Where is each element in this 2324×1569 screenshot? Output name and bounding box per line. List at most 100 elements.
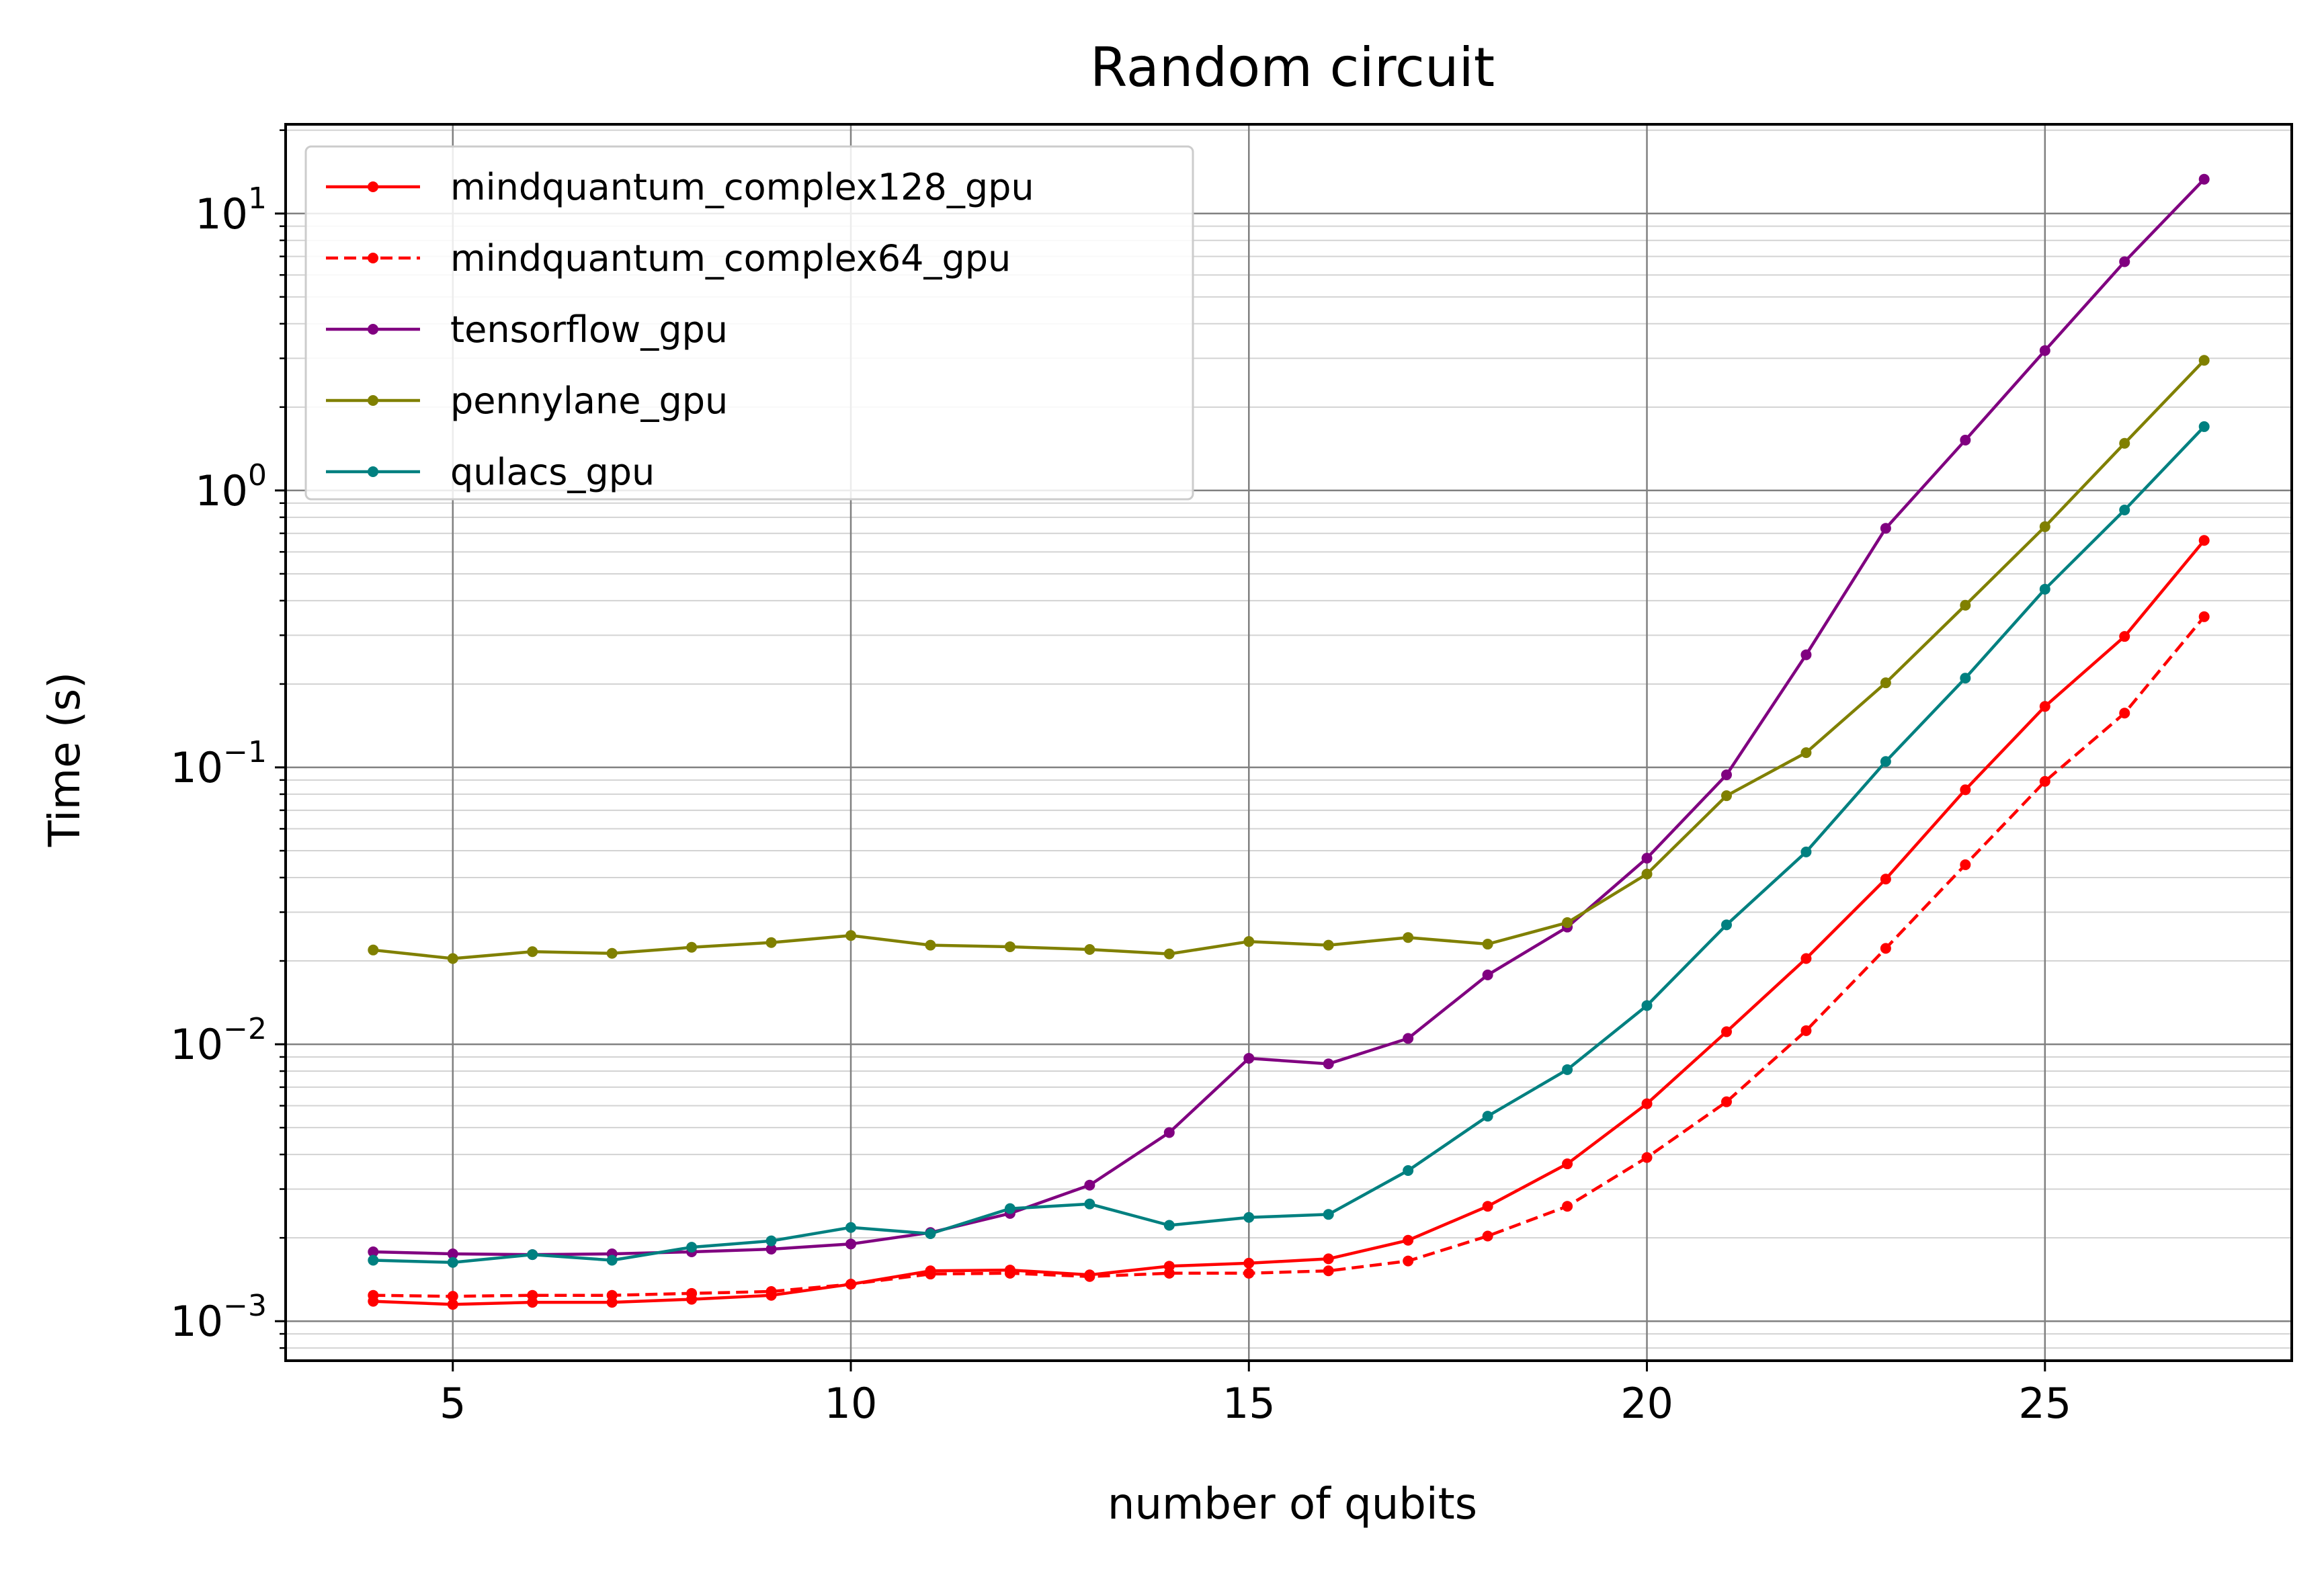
x-tick-label: 20 <box>1620 1379 1673 1428</box>
data-point <box>527 1289 538 1301</box>
series-pennylane_gpu <box>368 355 2210 964</box>
data-point <box>606 1255 618 1266</box>
data-point <box>1243 1212 1255 1223</box>
data-point <box>2198 355 2210 366</box>
legend-box <box>304 145 1194 501</box>
series-line <box>373 178 2206 1257</box>
data-point <box>765 1286 777 1298</box>
data-point <box>1084 1198 1095 1210</box>
data-point <box>447 1248 458 1260</box>
data-point <box>2119 631 2130 642</box>
series-qulacs_gpu <box>368 421 2210 1268</box>
data-point <box>845 1279 857 1290</box>
chart-title: Random circuit <box>1090 36 1495 99</box>
data-point <box>1482 1111 1493 1122</box>
legend-label: mindquantum_complex64_gpu <box>450 237 1011 280</box>
legend-item: mindquantum_complex128_gpu <box>326 166 1034 208</box>
data-point <box>1720 769 1732 781</box>
data-point <box>1163 1220 1175 1231</box>
series-line <box>373 425 2206 1265</box>
data-point <box>686 941 698 953</box>
data-point <box>1004 1267 1015 1279</box>
data-point <box>1641 1098 1653 1109</box>
legend-swatch-marker <box>368 395 378 406</box>
series-line <box>373 616 2206 1298</box>
data-point <box>765 937 777 948</box>
data-point <box>2039 583 2050 595</box>
data-point <box>2039 521 2050 532</box>
data-point <box>845 1222 857 1233</box>
data-point <box>1562 1158 1573 1170</box>
data-point <box>2039 775 2050 787</box>
data-point <box>1243 1052 1255 1064</box>
data-point <box>447 1257 458 1268</box>
data-point <box>1562 1064 1573 1075</box>
data-point <box>1720 919 1732 931</box>
data-point <box>2119 256 2130 267</box>
data-point <box>1960 599 1971 611</box>
series-line <box>373 359 2206 960</box>
data-point <box>447 953 458 964</box>
data-point <box>1163 1267 1175 1279</box>
legend-label: pennylane_gpu <box>450 380 728 422</box>
ticks: 101 100 10−1 10−2 10−3 5 10 15 20 25 <box>170 129 2071 1428</box>
data-point <box>765 1235 777 1246</box>
data-point <box>1403 1234 1414 1246</box>
data-point <box>1482 939 1493 950</box>
data-point <box>527 946 538 958</box>
legend-label: tensorflow_gpu <box>450 308 728 351</box>
x-tick-label: 15 <box>1222 1379 1276 1428</box>
data-point <box>368 1255 379 1266</box>
data-point <box>527 1249 538 1261</box>
legend-swatch-marker <box>368 324 378 335</box>
data-point <box>1960 434 1971 446</box>
data-point <box>2039 345 2050 356</box>
series-layer <box>368 173 2210 1310</box>
data-point <box>1323 1265 1334 1277</box>
data-point <box>1084 1179 1095 1191</box>
data-point <box>447 1299 458 1310</box>
legend-swatch-marker <box>368 253 378 263</box>
y-tick-label: 100 <box>195 458 267 515</box>
data-point <box>1800 1025 1812 1036</box>
data-point <box>1562 917 1573 929</box>
data-point <box>1641 868 1653 880</box>
data-point <box>1641 1152 1653 1163</box>
data-point <box>1880 943 1891 954</box>
data-point <box>2198 421 2210 432</box>
data-point <box>2119 708 2130 719</box>
data-point <box>2198 535 2210 546</box>
data-point <box>925 939 936 951</box>
grid <box>286 124 2292 1361</box>
data-point <box>1720 790 1732 802</box>
series-mindquantum_complex64_gpu <box>368 611 2210 1302</box>
data-point <box>1243 1267 1255 1279</box>
data-point <box>1323 1209 1334 1220</box>
data-point <box>1880 523 1891 534</box>
data-point <box>845 1238 857 1250</box>
data-point <box>2198 611 2210 622</box>
data-point <box>1403 1255 1414 1267</box>
data-point <box>368 1289 379 1301</box>
data-point <box>1800 649 1812 661</box>
data-point <box>1243 1257 1255 1269</box>
data-point <box>1880 874 1891 885</box>
data-point <box>765 1244 777 1255</box>
data-point <box>845 930 857 941</box>
data-point <box>1482 969 1493 980</box>
data-point <box>1482 1201 1493 1212</box>
data-point <box>1641 1000 1653 1011</box>
data-point <box>1562 1201 1573 1212</box>
data-point <box>1403 1033 1414 1044</box>
data-point <box>1800 953 1812 964</box>
y-tick-label: 101 <box>195 181 267 239</box>
x-tick-label: 5 <box>440 1379 466 1428</box>
legend-label: mindquantum_complex128_gpu <box>450 166 1034 208</box>
data-point <box>606 947 618 959</box>
data-point <box>1403 932 1414 943</box>
series-line <box>373 539 2206 1306</box>
legend-swatch-marker <box>368 466 378 477</box>
data-point <box>1960 784 1971 796</box>
data-point <box>1004 941 1015 952</box>
data-point <box>1323 1253 1334 1265</box>
